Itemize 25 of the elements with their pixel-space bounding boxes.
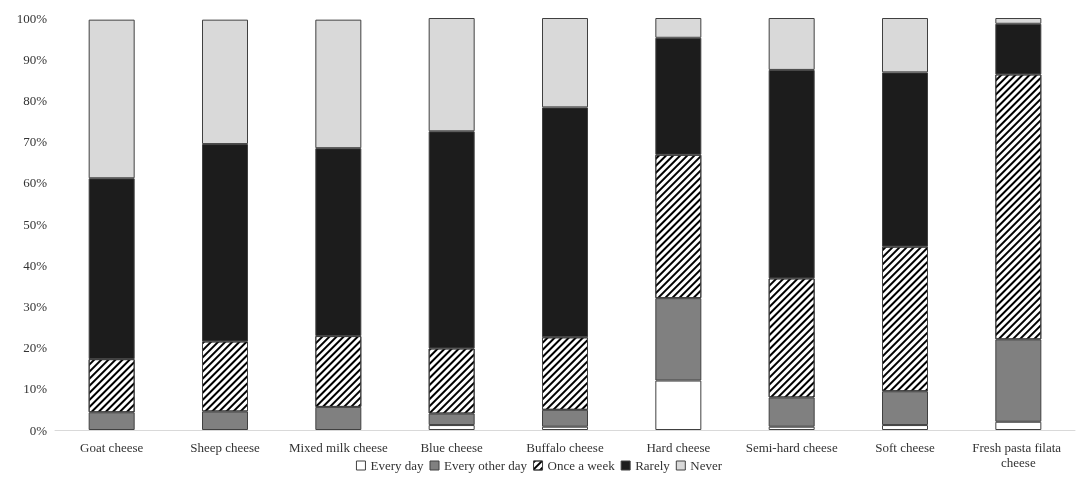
y-tick-label: 100% (16, 10, 48, 26)
legend-label: Never (690, 458, 723, 473)
y-tick-label: 20% (23, 340, 48, 356)
x-tick-label: Sheep cheese (190, 440, 261, 455)
y-tick-label: 60% (23, 175, 48, 191)
y-tick-label: 10% (23, 381, 48, 397)
x-tick-label: Semi-hard cheese (745, 440, 838, 455)
y-tick-label: 50% (23, 216, 48, 232)
legend-label: Once a week (547, 458, 616, 473)
legend-label: Every other day (444, 458, 528, 473)
y-tick-label: 70% (23, 134, 48, 150)
legend-label: Every day (370, 458, 424, 473)
y-tick-label: 40% (23, 257, 48, 273)
y-tick-label: 30% (23, 298, 48, 314)
x-tick-label: Mixed milk cheese (288, 440, 389, 455)
x-tick-label: Hard cheese (646, 440, 711, 455)
x-tick-label: Soft cheese (875, 440, 936, 455)
y-tick-label: 80% (23, 92, 48, 108)
y-tick-label: 90% (23, 51, 48, 67)
legend-label: Rarely (635, 458, 671, 473)
x-tick-label: Blue cheese (420, 440, 484, 455)
x-tick-label: Fresh pasta filata cheese (972, 440, 1065, 470)
x-tick-label: Goat cheese (80, 440, 144, 455)
x-tick-label: Buffalo cheese (526, 440, 604, 455)
y-tick-label: 0% (29, 422, 48, 438)
